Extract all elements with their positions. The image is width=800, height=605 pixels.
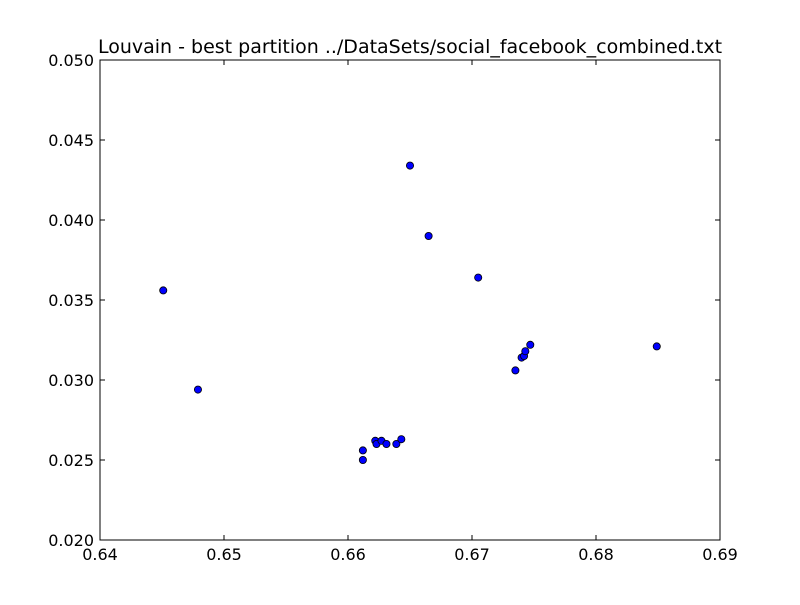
x-tick-label: 0.65 (206, 545, 242, 564)
y-tick-label: 0.050 (48, 51, 94, 70)
scatter-point (652, 342, 661, 351)
scatter-point (159, 286, 168, 295)
y-tick-label: 0.040 (48, 211, 94, 230)
scatter-point (521, 347, 530, 356)
chart-title: Louvain - best partition ../DataSets/soc… (98, 36, 722, 58)
scatter-point (397, 435, 406, 444)
scatter-point (405, 161, 414, 170)
scatter-point (358, 446, 367, 455)
x-tick-label: 0.68 (578, 545, 614, 564)
scatter-point (193, 385, 202, 394)
ticks: 0.64 0.65 0.66 0.67 0.68 0.69 0.020 0.025 0.030 0… (48, 51, 738, 564)
scatter-point (474, 273, 483, 282)
scatter-point (511, 366, 520, 375)
scatter-point (392, 439, 401, 448)
scatter-point (358, 455, 367, 464)
x-tick-label: 0.66 (330, 545, 366, 564)
y-tick-label: 0.025 (48, 451, 94, 470)
plot-frame (99, 59, 721, 541)
scatter-point (424, 231, 433, 240)
y-tick-label: 0.045 (48, 131, 94, 150)
scatter-point (526, 340, 535, 349)
y-tick-label: 0.020 (48, 531, 94, 550)
data-points (159, 161, 661, 464)
x-tick-label: 0.69 (702, 545, 738, 564)
x-tick-label: 0.64 (82, 545, 118, 564)
x-tick-label: 0.67 (454, 545, 490, 564)
scatter-point (382, 439, 391, 448)
y-tick-label: 0.035 (48, 291, 94, 310)
y-tick-label: 0.030 (48, 371, 94, 390)
